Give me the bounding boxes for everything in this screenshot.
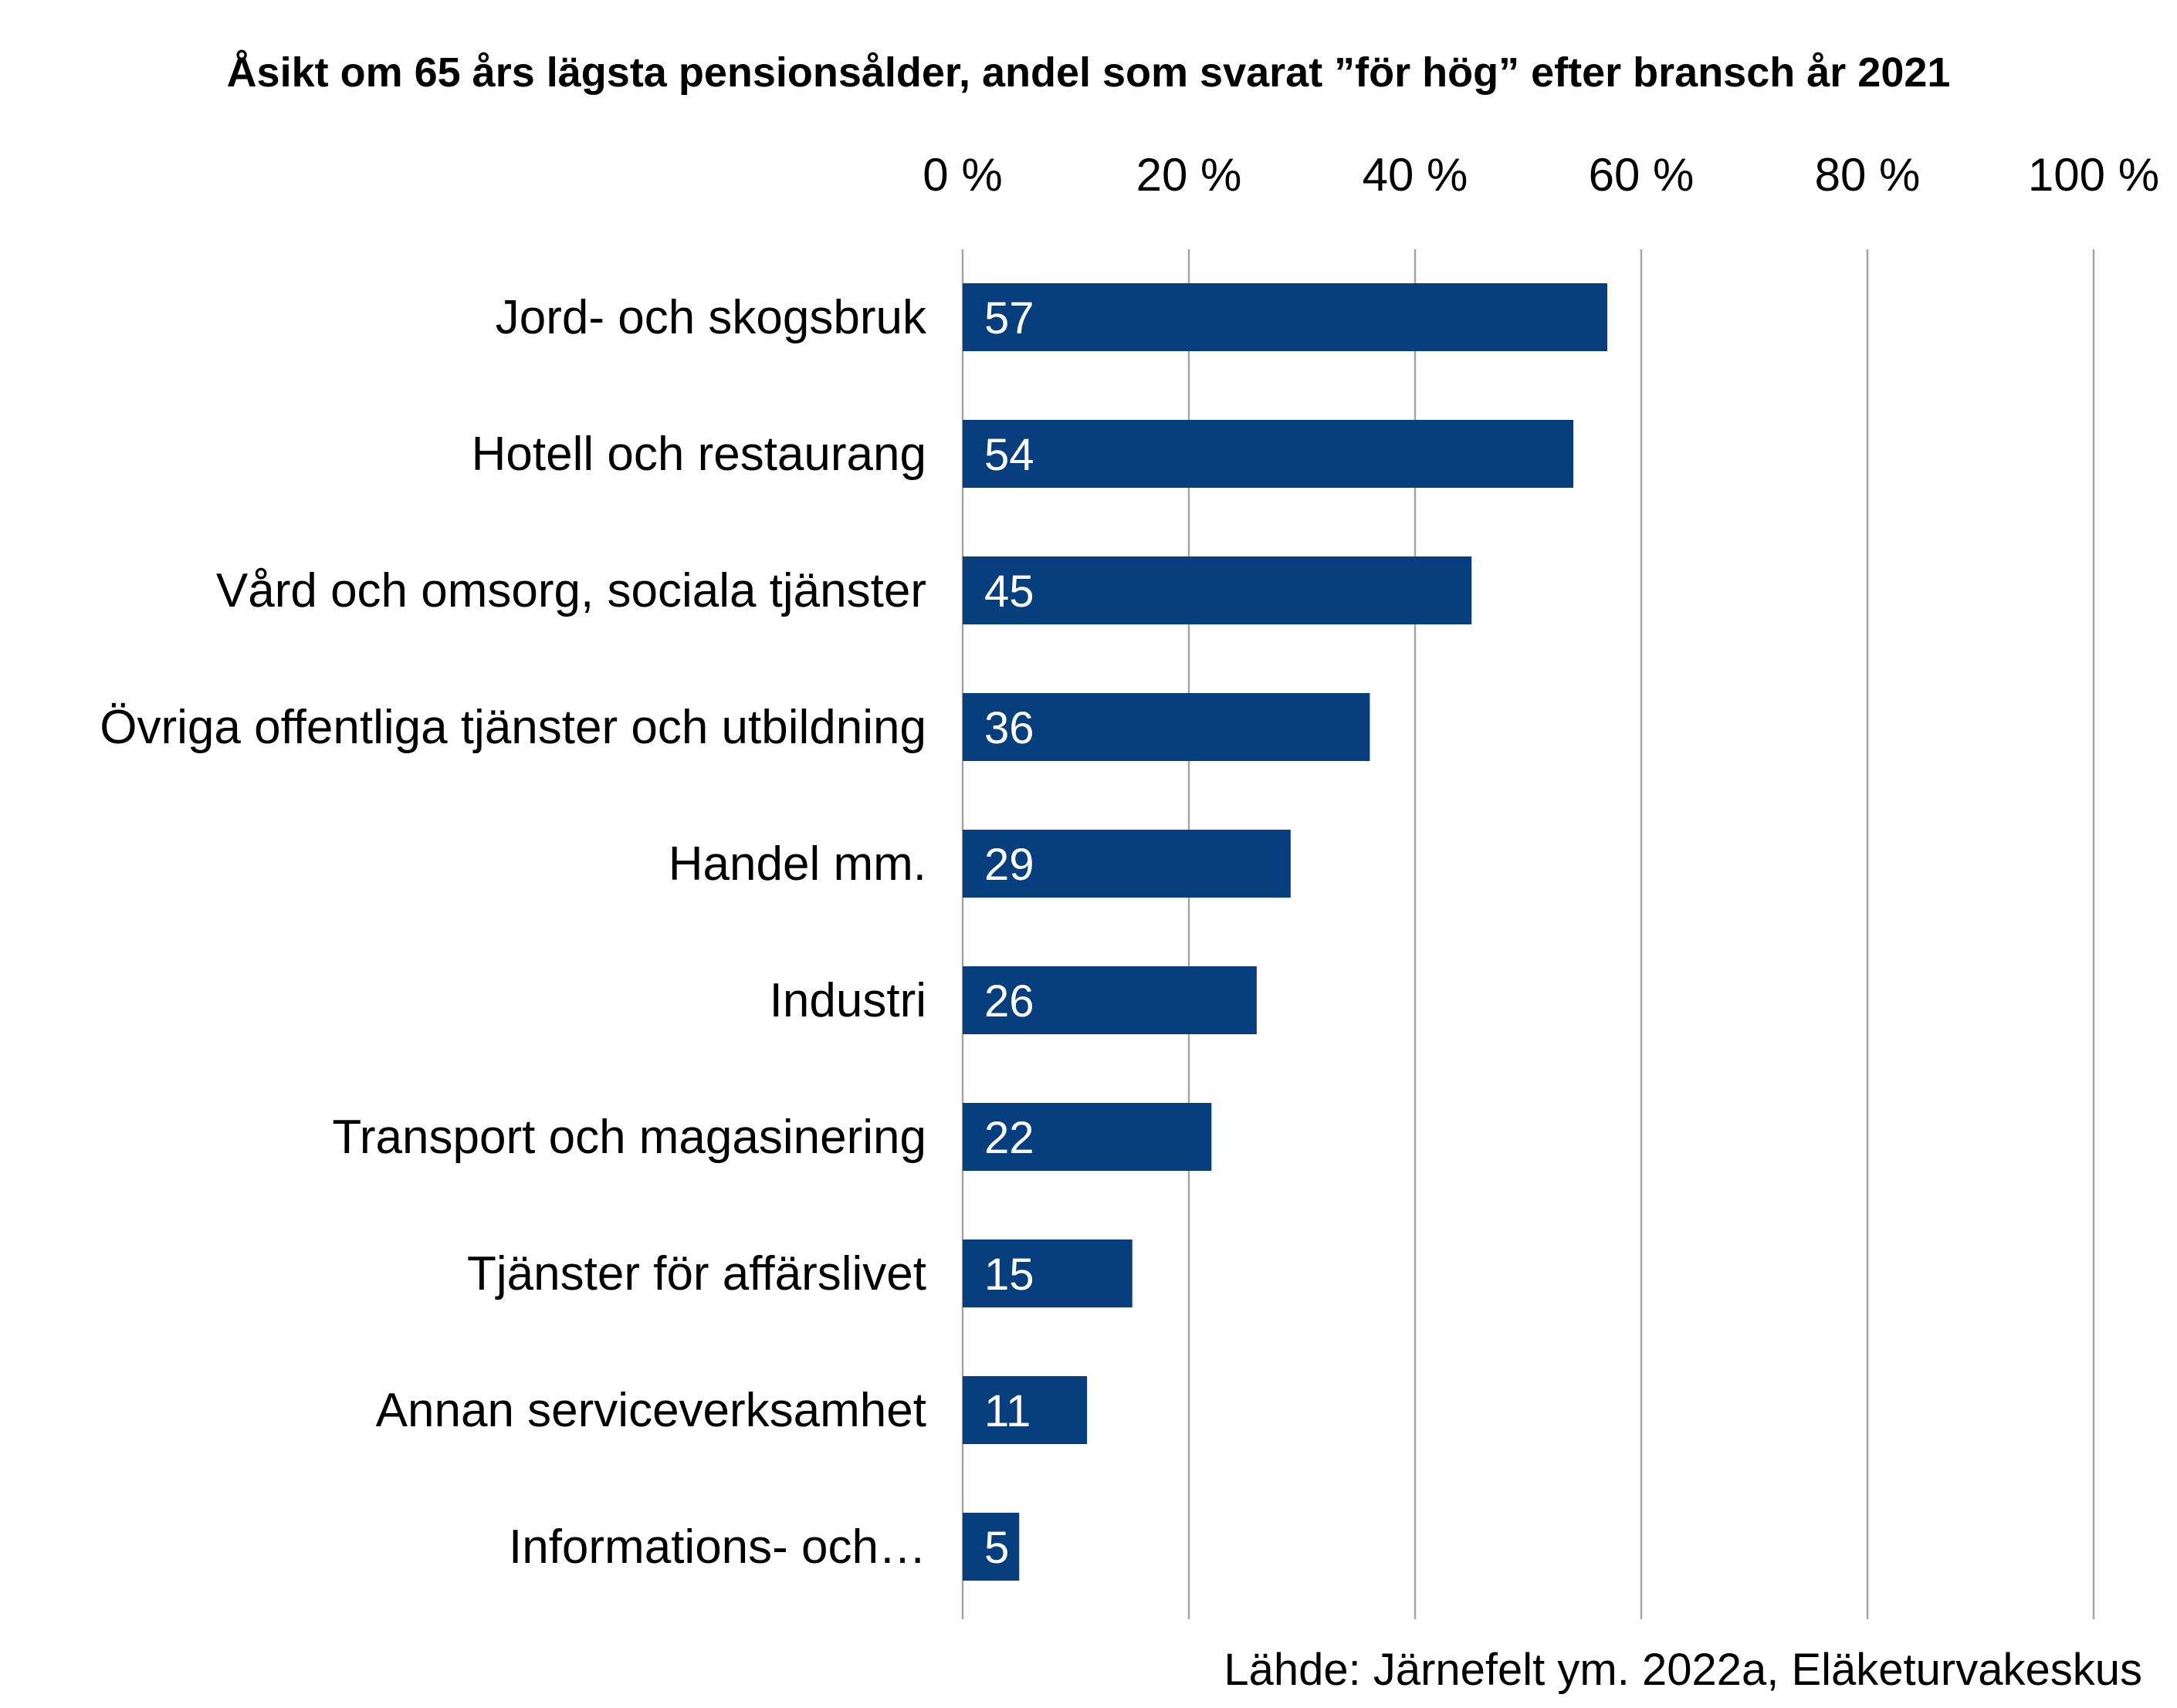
bar xyxy=(963,283,1608,351)
x-tick-label: 0 % xyxy=(923,149,1002,201)
chart-title: Åsikt om 65 års lägsta pensionsålder, an… xyxy=(227,49,1951,96)
data-labels: 57 54 45 36 29 26 22 15 11 5 xyxy=(984,293,1034,1573)
bar xyxy=(963,1513,1020,1581)
data-label: 26 xyxy=(984,976,1034,1026)
category-label: Vård och omsorg, sociala tjänster xyxy=(216,564,926,617)
x-tick-label: 100 % xyxy=(2028,149,2159,201)
data-label: 22 xyxy=(984,1113,1034,1163)
category-label: Jord- och skogsbruk xyxy=(496,291,927,344)
data-label: 45 xyxy=(984,567,1034,617)
data-label: 36 xyxy=(984,703,1034,753)
x-tick-label: 60 % xyxy=(1589,149,1695,201)
data-label: 15 xyxy=(984,1250,1034,1300)
bar xyxy=(963,420,1574,488)
bar xyxy=(963,830,1291,898)
source-note: Lähde: Järnefelt ym. 2022a, Eläketurvake… xyxy=(1224,1645,2142,1695)
bar xyxy=(963,1376,1088,1444)
bar xyxy=(963,1240,1133,1307)
data-label: 29 xyxy=(984,840,1034,890)
bar xyxy=(963,693,1370,761)
x-tick-label: 20 % xyxy=(1136,149,1242,201)
data-label: 54 xyxy=(984,430,1034,480)
data-label: 11 xyxy=(984,1386,1031,1436)
category-label: Handel mm. xyxy=(669,837,926,891)
category-label: Informations- och… xyxy=(509,1520,926,1574)
bar xyxy=(963,1103,1212,1171)
category-labels: Jord- och skogsbruk Hotell och restaurang… xyxy=(100,291,927,1574)
data-label: 5 xyxy=(984,1523,1009,1573)
category-label: Tjänster för affärslivet xyxy=(467,1247,926,1300)
x-tick-label: 80 % xyxy=(1815,149,1921,201)
bar xyxy=(963,966,1257,1034)
category-label: Övriga offentliga tjänster och utbildnin… xyxy=(100,701,926,754)
data-label: 57 xyxy=(984,293,1034,343)
category-label: Transport och magasinering xyxy=(332,1111,926,1164)
category-label: Annan serviceverksamhet xyxy=(376,1384,926,1437)
x-tick-label: 40 % xyxy=(1363,149,1468,201)
bar xyxy=(963,556,1472,624)
category-label: Industri xyxy=(770,974,926,1027)
category-label: Hotell och restaurang xyxy=(472,428,926,481)
x-axis-tick-labels: 0 % 20 % 40 % 60 % 80 % 100 % xyxy=(923,149,2159,201)
bars xyxy=(963,283,1608,1581)
